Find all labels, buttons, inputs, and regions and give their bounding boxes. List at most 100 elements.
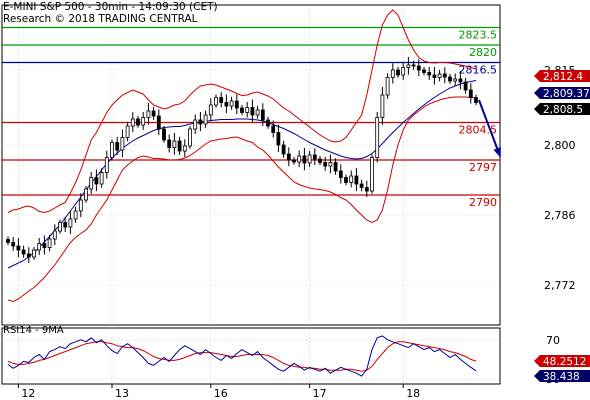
price-bar-body bbox=[474, 97, 478, 103]
rsi-value-badge: 38.438 bbox=[543, 371, 580, 383]
price-bar-body bbox=[21, 249, 26, 255]
chart-title: E-MINI S&P 500 - 30min - 14:09:30 (CET) bbox=[3, 1, 218, 13]
price-bar-body bbox=[349, 175, 354, 183]
price-bar-body bbox=[359, 183, 364, 188]
price-bar-body bbox=[172, 140, 177, 148]
price-bar-body bbox=[240, 107, 244, 113]
price-bar-body bbox=[422, 69, 426, 73]
price-bar-body bbox=[182, 145, 187, 152]
ma-price-badge-bg bbox=[534, 87, 590, 99]
price-bar-body bbox=[104, 157, 109, 173]
price-bar-body bbox=[167, 139, 172, 148]
price-bar-body bbox=[151, 110, 156, 117]
level-label-support: 2804.5 bbox=[459, 124, 498, 137]
price-bar-body bbox=[37, 243, 42, 251]
date-tick-label: 12 bbox=[21, 387, 35, 400]
price-bar-body bbox=[318, 158, 322, 163]
price-bar-body bbox=[432, 74, 437, 78]
price-bar-body bbox=[193, 119, 198, 130]
price-bar-body bbox=[84, 188, 88, 201]
price-bar-body bbox=[32, 249, 36, 258]
price-bar-body bbox=[364, 187, 369, 192]
price-bar-body bbox=[120, 137, 125, 151]
price-bar-body bbox=[63, 222, 68, 228]
chart-copyright: Research © 2018 TRADING CENTRAL bbox=[3, 13, 198, 25]
chart-frames bbox=[1, 4, 501, 385]
rsi-line bbox=[7, 335, 477, 377]
price-bar-body bbox=[78, 199, 83, 212]
close-price-badge: 2,808.5 bbox=[543, 104, 583, 116]
price-bar-body bbox=[125, 125, 130, 138]
price-bar-body bbox=[110, 142, 114, 158]
rsi-tick-label: 70 bbox=[546, 334, 560, 347]
price-bar-body bbox=[94, 177, 99, 185]
price-bar-body bbox=[266, 119, 270, 127]
price-tick-label: 2,786 bbox=[544, 209, 576, 222]
price-bar-body bbox=[442, 73, 447, 78]
price-bar-body bbox=[260, 109, 265, 121]
price-bar-body bbox=[177, 140, 182, 152]
price-bar-body bbox=[411, 64, 416, 67]
price-bar-body bbox=[26, 253, 31, 258]
price-bar-body bbox=[286, 153, 291, 161]
price-bar-body bbox=[338, 170, 343, 178]
price-bar-body bbox=[136, 118, 140, 126]
price-badges: 2,812.4 2,809.37 2,808.5 48.2512 38.438 bbox=[534, 70, 590, 383]
rsi-panel bbox=[7, 335, 477, 377]
price-bar-body bbox=[73, 210, 78, 220]
price-bar-body bbox=[453, 78, 458, 82]
price-bar-body bbox=[344, 177, 348, 183]
last-price-badge: 2,812.4 bbox=[543, 71, 583, 83]
rsi-value-badge-bg bbox=[534, 370, 590, 382]
price-bar-body bbox=[250, 107, 255, 116]
price-bar-body bbox=[208, 104, 213, 116]
price-bar-body bbox=[468, 89, 473, 98]
price-bar-body bbox=[52, 230, 57, 240]
date-tick-label: 17 bbox=[313, 387, 327, 400]
price-bar-body bbox=[42, 243, 47, 248]
price-bar-body bbox=[234, 100, 239, 109]
price-bar-body bbox=[271, 125, 276, 133]
price-bar-body bbox=[6, 239, 10, 243]
price-bar-body bbox=[229, 100, 234, 107]
price-bar-body bbox=[47, 238, 52, 248]
price-bar-body bbox=[203, 114, 208, 125]
price-bar-body bbox=[385, 77, 390, 96]
price-bar-body bbox=[333, 162, 338, 172]
price-bar-body bbox=[297, 155, 302, 163]
close-price-badge-bg bbox=[534, 103, 590, 115]
price-bar-body bbox=[427, 72, 432, 76]
price-bar-body bbox=[11, 242, 16, 247]
price-tick-label: 2,772 bbox=[544, 279, 576, 292]
price-bar-body bbox=[312, 154, 317, 160]
last-price-badge-bg bbox=[534, 70, 590, 82]
price-bar-body bbox=[380, 94, 385, 118]
price-bar-body bbox=[448, 76, 452, 82]
price-bar-body bbox=[58, 222, 62, 232]
forecast-arrow-shaft bbox=[478, 99, 501, 157]
price-bar-body bbox=[370, 157, 374, 192]
rsi-ma-badge-bg bbox=[534, 355, 590, 367]
level-label-resistance: 2823.5 bbox=[459, 29, 498, 42]
rsi-frame bbox=[1, 327, 501, 385]
level-label-support: 2790 bbox=[469, 196, 497, 209]
price-bar-body bbox=[323, 162, 328, 167]
price-bar-body bbox=[198, 119, 203, 125]
price-bar-body bbox=[146, 110, 151, 118]
rsi-title: RSI14 - 9MA bbox=[3, 325, 64, 336]
price-bar-body bbox=[463, 81, 468, 91]
bollinger-upper bbox=[7, 9, 477, 214]
price-bar-body bbox=[302, 155, 307, 164]
price-bar-body bbox=[219, 97, 224, 103]
price-bar-body bbox=[396, 69, 400, 76]
price-bar-body bbox=[16, 245, 21, 251]
price-bar-body bbox=[390, 69, 395, 78]
date-tick-label: 18 bbox=[406, 387, 420, 400]
bollinger-lower bbox=[7, 96, 477, 303]
price-bar-body bbox=[214, 97, 218, 106]
price-bar-body bbox=[281, 144, 286, 155]
price-bar-body bbox=[115, 142, 120, 151]
price-bar-body bbox=[141, 117, 146, 126]
